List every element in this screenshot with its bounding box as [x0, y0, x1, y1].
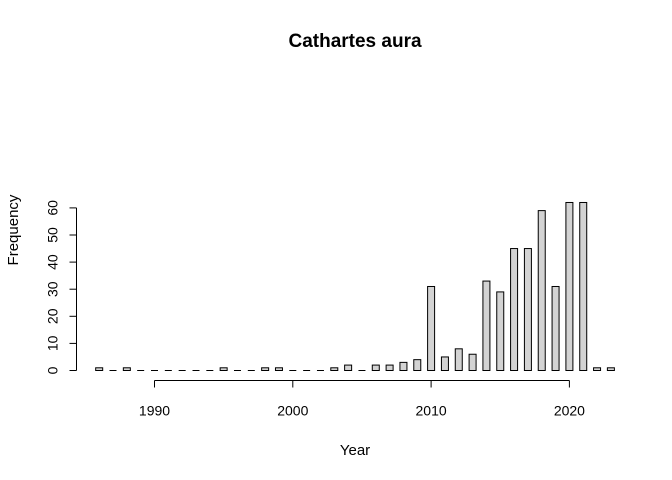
y-tick-label: 40: [45, 254, 61, 270]
bar-1986: [95, 367, 104, 372]
x-tick-label: 2000: [277, 403, 308, 419]
bar-2008: [399, 361, 408, 371]
bar-1995: [219, 367, 228, 372]
bar-2010: [427, 285, 436, 371]
bar-2022: [593, 367, 602, 372]
y-tick-label: 50: [45, 227, 61, 243]
bar-2006: [371, 364, 380, 371]
bar-2012: [454, 348, 463, 372]
chart-title: Cathartes aura: [288, 31, 421, 52]
bar-2023: [606, 367, 615, 372]
x-axis-label: Year: [340, 442, 370, 459]
y-tick-label: 10: [45, 335, 61, 351]
bar-2016: [510, 248, 519, 371]
bar-2009: [413, 359, 422, 372]
bar-2015: [496, 291, 505, 371]
y-tick-label: 0: [45, 366, 61, 374]
bar-2014: [482, 280, 491, 372]
bar-1988: [122, 367, 131, 372]
y-axis-label: Frequency: [5, 194, 22, 265]
bar-2017: [523, 248, 532, 371]
bars-group: [95, 201, 615, 372]
bar-2007: [385, 364, 394, 371]
y-tick-label: 30: [45, 281, 61, 297]
x-tick-label: 2020: [554, 403, 585, 419]
bar-2018: [537, 210, 546, 371]
bar-2013: [468, 353, 477, 371]
bar-2021: [579, 201, 588, 371]
bar-2004: [344, 364, 353, 371]
bar-2003: [330, 367, 339, 372]
x-tick-label: 1990: [139, 403, 170, 419]
y-tick-label: 60: [45, 200, 61, 216]
bar-1998: [261, 367, 270, 372]
y-axis: 0 10 20 30 40 50 60: [45, 200, 77, 374]
y-tick-label: 20: [45, 308, 61, 324]
bar-2011: [440, 356, 449, 372]
x-axis: 1990 2000 2010 2020: [139, 380, 585, 419]
x-tick-label: 2010: [416, 403, 447, 419]
bar-1999: [274, 367, 283, 372]
bar-2019: [551, 285, 560, 371]
bar-2020: [565, 201, 574, 371]
